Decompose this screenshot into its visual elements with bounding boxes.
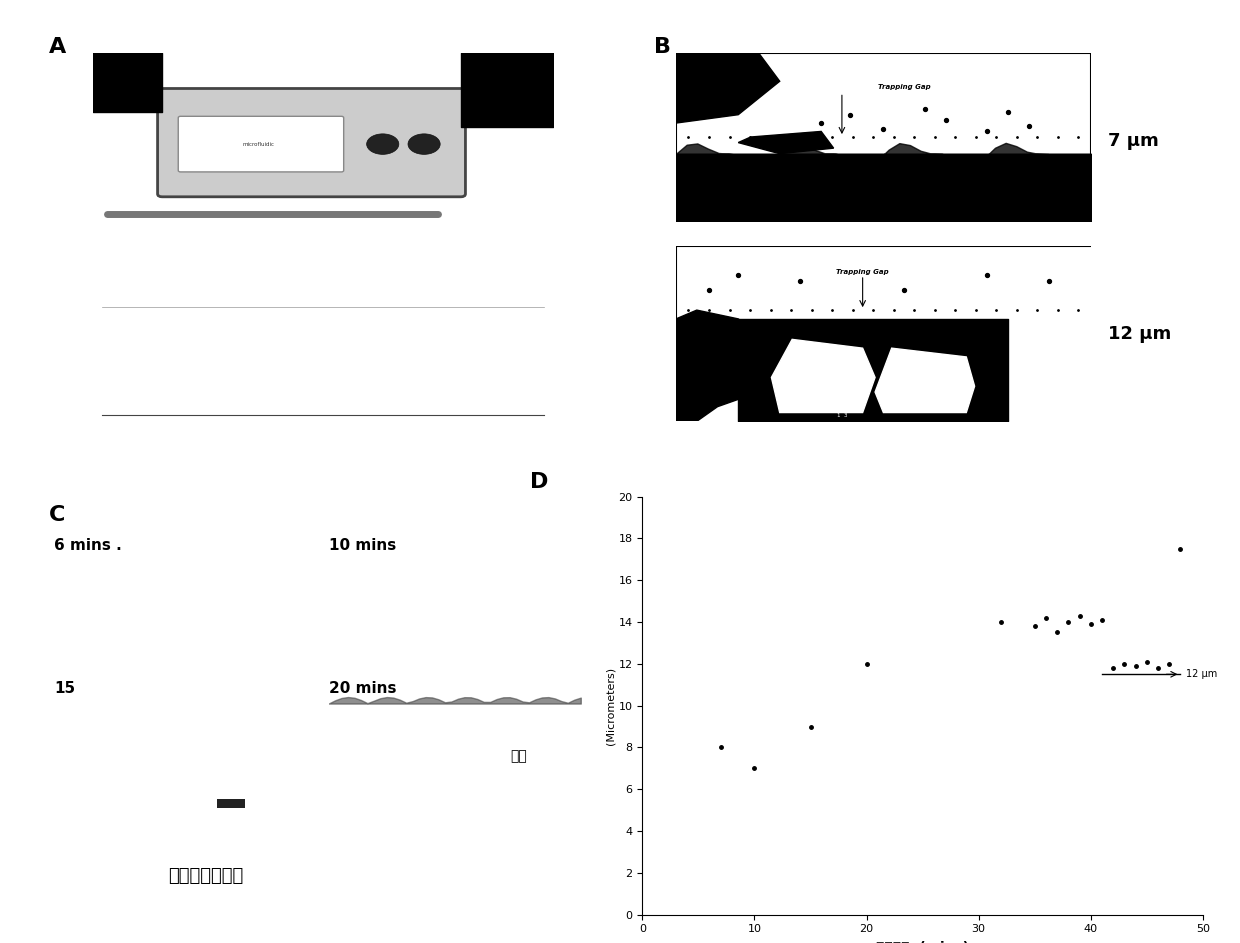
Point (1137, 654, 1157, 670)
Point (711, 740, 730, 755)
Text: C: C (48, 505, 64, 525)
Point (1115, 656, 1135, 671)
Point (1024, 619, 1044, 634)
Point (1035, 610, 1055, 625)
Text: 不同的刻蚀时间: 不同的刻蚀时间 (167, 868, 243, 885)
Point (991, 615, 1011, 630)
Bar (217, 799, 244, 808)
Point (744, 761, 764, 776)
Text: 深度: 深度 (511, 749, 527, 763)
Point (857, 656, 877, 671)
Text: 7 μm: 7 μm (1107, 132, 1158, 150)
Point (1148, 660, 1168, 675)
X-axis label: 刻蚀时间  (mins): 刻蚀时间 (mins) (875, 940, 970, 943)
Point (1171, 541, 1190, 556)
Text: A: A (48, 37, 66, 57)
Text: D: D (531, 472, 549, 492)
Point (1159, 656, 1179, 671)
Text: 12 µm: 12 µm (1185, 670, 1218, 679)
Point (1047, 625, 1066, 640)
Point (1092, 612, 1112, 627)
Text: B: B (653, 37, 671, 57)
Point (1126, 658, 1146, 673)
Point (1081, 617, 1101, 632)
Point (1104, 660, 1123, 675)
Point (1059, 615, 1079, 630)
Y-axis label: (Micrometers): (Micrometers) (606, 667, 616, 745)
Point (1070, 608, 1090, 623)
Text: 20 mins: 20 mins (329, 681, 396, 696)
Text: 12 μm: 12 μm (1107, 324, 1171, 342)
Text: 10 mins: 10 mins (329, 538, 396, 554)
Text: 6 mins .: 6 mins . (55, 538, 122, 554)
Text: 15: 15 (55, 681, 76, 696)
Point (801, 719, 821, 734)
